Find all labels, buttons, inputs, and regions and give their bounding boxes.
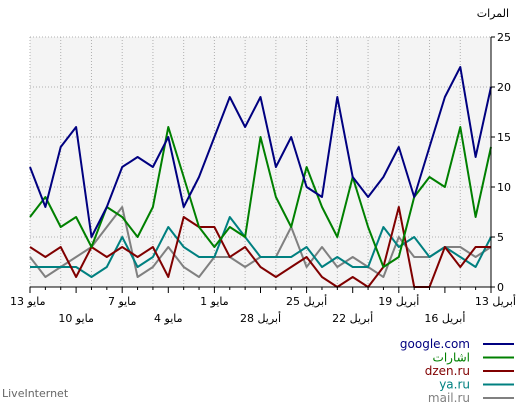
legend-label: ya.ru: [439, 378, 470, 392]
x-tick-label: 19 أبريل: [378, 294, 419, 308]
legend-label: dzen.ru: [425, 364, 470, 378]
plot-area: [30, 37, 491, 287]
x-tick-label: 25 أبريل: [286, 294, 327, 308]
series-line-google-com: [29, 66, 492, 238]
x-tick-label: 7 مايو: [108, 295, 137, 308]
x-tick-label: 13 أبريل: [475, 294, 516, 308]
y-tick-label: 25: [497, 31, 511, 44]
axes: [29, 36, 495, 293]
y-tick-label: 0: [497, 281, 504, 294]
footer-brand: LiveInternet: [2, 387, 69, 400]
x-tick-label: 1 مايو: [200, 295, 229, 308]
legend-label: google.com: [400, 337, 470, 351]
y-tick-label: 15: [497, 131, 511, 144]
y-tick-label: 20: [497, 81, 511, 94]
legend-label: mail.ru: [428, 391, 470, 405]
y-tick-labels: 0 5 10 15 20 25: [497, 31, 511, 294]
y-tick-label: 10: [497, 181, 511, 194]
x-tick-labels: 13 مايو 7 مايو 1 مايو 25 أبريل 19 أبريل 13 أب…: [10, 294, 516, 325]
series-line-ya-ru: [30, 216, 492, 278]
y-tick-label: 5: [497, 231, 504, 244]
x-tick-label: 22 أبريل: [332, 311, 373, 325]
y-axis-label: المرات: [477, 7, 509, 20]
legend-label: اشارات: [433, 351, 470, 366]
x-tick-label: 13 مايو: [10, 295, 46, 308]
x-tick-label: 4 مايو: [154, 312, 183, 325]
x-tick-label: 28 أبريل: [240, 311, 281, 325]
x-tick-label: 10 مايو: [58, 312, 94, 325]
x-tick-label: 16 أبريل: [424, 311, 465, 325]
